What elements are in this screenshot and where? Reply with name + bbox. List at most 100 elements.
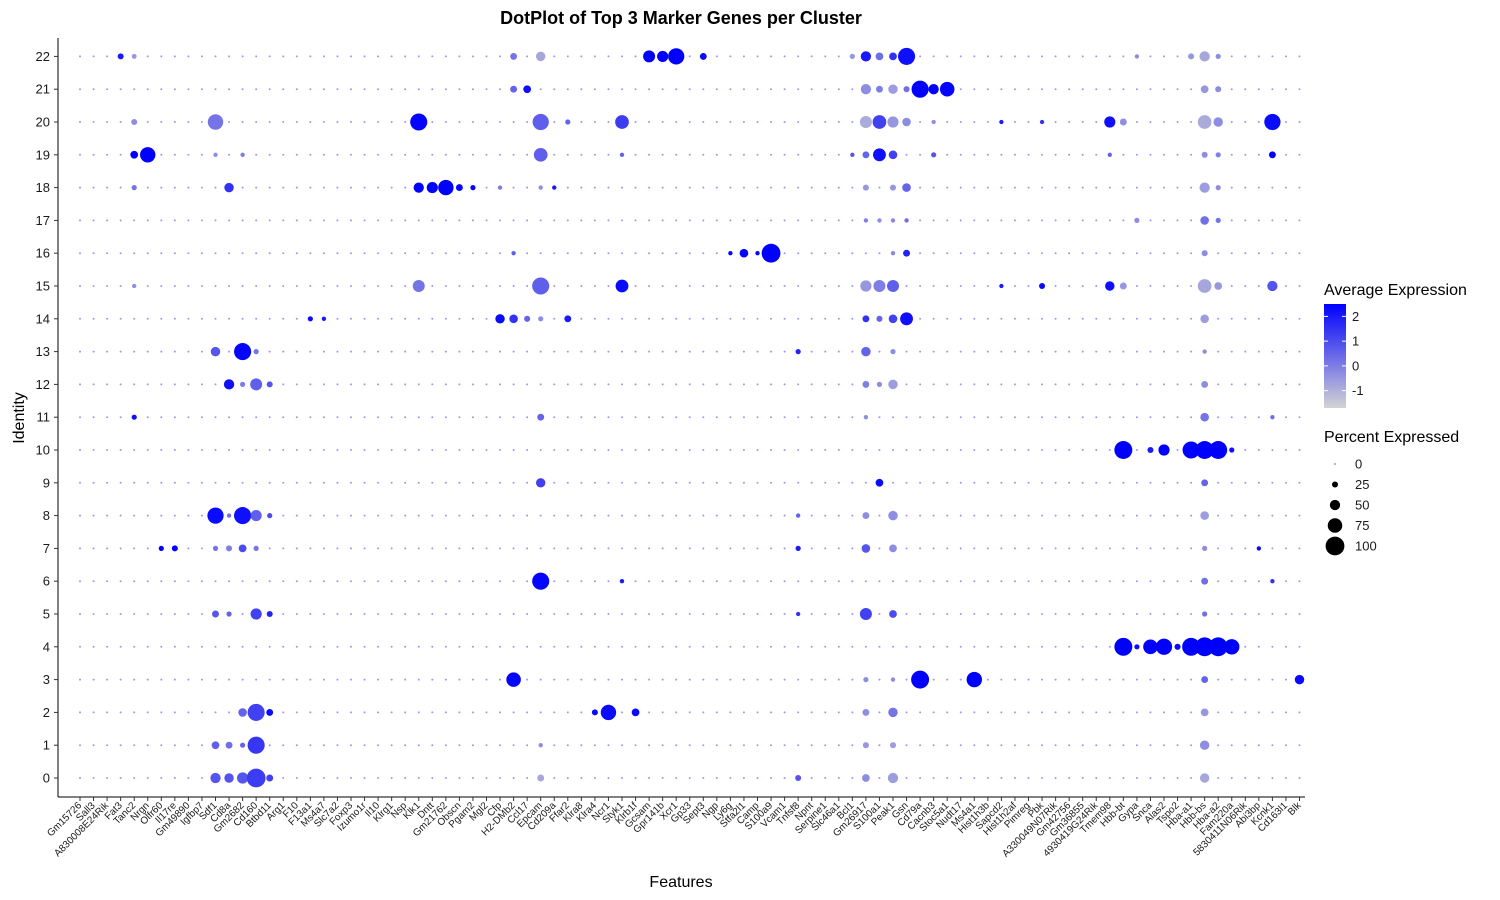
dot-baseline xyxy=(946,383,949,386)
dot-baseline xyxy=(824,514,827,517)
dot-baseline xyxy=(661,383,664,386)
dot-baseline xyxy=(377,219,380,222)
dot-baseline xyxy=(526,711,529,714)
dot-baseline xyxy=(1135,121,1138,123)
dot-cluster-20-epcam xyxy=(532,113,549,131)
dot-baseline xyxy=(200,645,203,648)
dot-baseline xyxy=(580,678,583,681)
dot-cluster-2-hbb-bs xyxy=(1200,708,1209,717)
dot-baseline xyxy=(133,613,136,615)
dot-cluster-18-gm26917 xyxy=(862,184,869,191)
dot-baseline xyxy=(458,121,461,123)
dot-baseline xyxy=(1149,55,1152,58)
dot-baseline xyxy=(810,678,813,681)
dot-baseline xyxy=(1027,252,1030,255)
dot-baseline xyxy=(580,744,583,747)
dot-baseline xyxy=(526,219,529,222)
dot-baseline xyxy=(377,55,380,58)
dot-baseline xyxy=(79,383,81,386)
dot-baseline xyxy=(729,153,732,156)
dot-baseline xyxy=(742,481,745,484)
dot-baseline xyxy=(1163,777,1165,779)
dot-baseline xyxy=(1108,383,1111,386)
dot-baseline xyxy=(241,481,244,484)
dot-baseline xyxy=(634,416,637,419)
dot-baseline xyxy=(1176,317,1179,320)
dot-baseline xyxy=(1149,744,1152,747)
dot-baseline xyxy=(1163,514,1165,517)
dot-baseline xyxy=(309,645,312,648)
dot-baseline xyxy=(1027,153,1030,156)
dot-baseline xyxy=(309,449,312,451)
dot-baseline xyxy=(173,252,176,255)
dot-baseline xyxy=(1000,645,1003,648)
dot-baseline xyxy=(214,317,217,320)
dot-baseline xyxy=(810,711,813,714)
dot-baseline xyxy=(173,317,176,320)
dot-baseline xyxy=(729,186,732,189)
dot-cluster-15-tanc2 xyxy=(132,283,137,289)
dot-baseline xyxy=(377,514,380,517)
dot-baseline xyxy=(485,547,488,550)
dot-baseline xyxy=(1041,777,1044,779)
dot-baseline xyxy=(756,121,759,123)
dot-baseline xyxy=(526,547,529,550)
dot-baseline xyxy=(106,350,109,353)
dot-baseline xyxy=(417,613,420,615)
dot-baseline xyxy=(350,285,352,287)
dot-baseline xyxy=(715,88,718,91)
dot-baseline xyxy=(187,613,190,615)
dot-baseline xyxy=(1271,55,1274,58)
dot-cluster-6-styk1 xyxy=(619,579,625,584)
dot-baseline xyxy=(241,252,244,255)
dot-baseline xyxy=(322,88,325,91)
dot-cluster-18-pgam2 xyxy=(470,185,476,191)
dot-baseline xyxy=(1054,580,1057,583)
dot-baseline xyxy=(688,121,691,123)
dot-baseline xyxy=(932,711,935,714)
dot-baseline xyxy=(106,777,109,779)
dot-baseline xyxy=(675,121,678,123)
dot-cluster-17-s100a1 xyxy=(877,218,882,223)
dot-baseline xyxy=(322,153,325,156)
dot-baseline xyxy=(824,449,827,451)
dot-baseline xyxy=(905,350,908,353)
dot-baseline xyxy=(282,416,285,419)
dot-baseline xyxy=(1163,121,1165,123)
size-legend-label: 25 xyxy=(1355,477,1369,492)
dot-cluster-12-gm26917 xyxy=(862,380,870,388)
dot-baseline xyxy=(485,416,488,419)
dot-baseline xyxy=(431,416,434,419)
dot-baseline xyxy=(282,153,285,156)
dot-baseline xyxy=(797,186,800,189)
dot-baseline xyxy=(661,711,664,714)
dot-baseline xyxy=(1054,317,1057,320)
dot-baseline xyxy=(824,481,827,484)
dot-baseline xyxy=(932,645,935,648)
dot-baseline xyxy=(797,121,800,123)
dot-baseline xyxy=(648,613,651,615)
dot-baseline xyxy=(295,88,298,91)
dot-baseline xyxy=(458,55,461,58)
y-tick-label: 8 xyxy=(43,508,50,523)
dot-baseline xyxy=(309,285,312,287)
dot-baseline xyxy=(173,350,176,353)
dot-baseline xyxy=(160,121,163,123)
dot-cluster-18-epcam xyxy=(538,185,543,190)
dot-baseline xyxy=(688,350,691,353)
dot-baseline xyxy=(1000,88,1003,91)
dot-baseline xyxy=(959,580,962,583)
y-tick-label: 15 xyxy=(36,279,50,294)
dot-baseline xyxy=(1163,481,1165,484)
dot-baseline xyxy=(1163,580,1165,583)
dot-baseline xyxy=(946,153,949,156)
dot-baseline xyxy=(417,678,420,681)
dot-baseline xyxy=(742,645,745,648)
dot-baseline xyxy=(1081,317,1084,320)
dot-baseline xyxy=(471,252,474,255)
dot-baseline xyxy=(837,449,840,451)
dot-cluster-10-hba-a1 xyxy=(1182,441,1200,459)
dot-baseline xyxy=(770,645,773,648)
dot-baseline xyxy=(675,744,678,747)
dot-baseline xyxy=(810,383,813,386)
